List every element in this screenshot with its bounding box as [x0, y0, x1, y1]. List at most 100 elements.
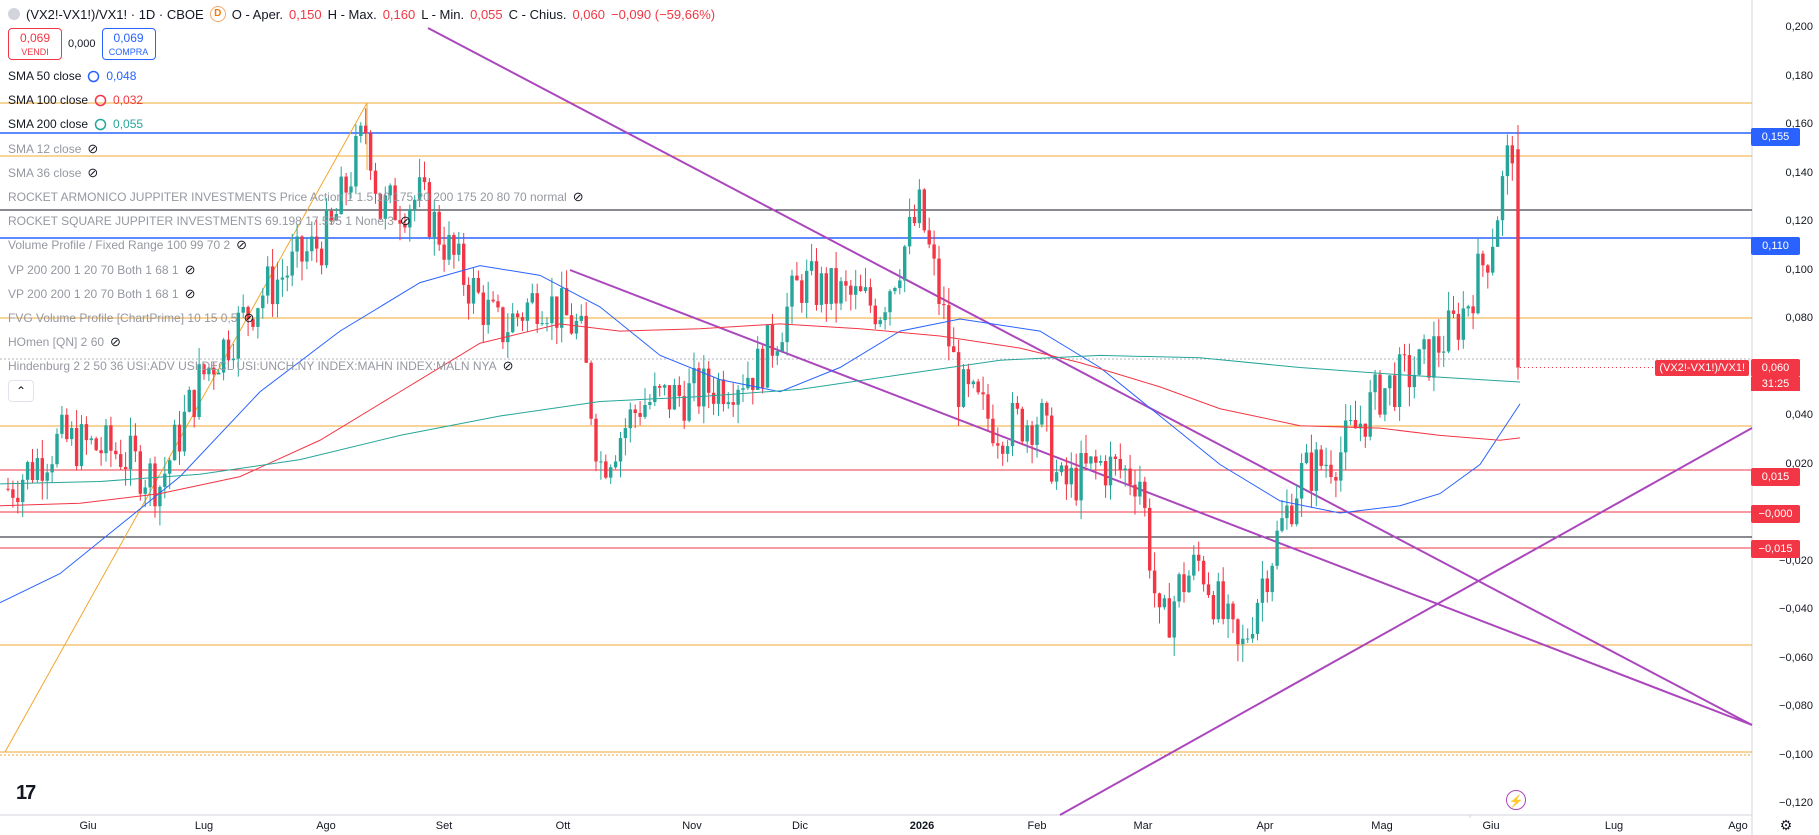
indicator-name: FVG Volume Profile [ChartPrime] 10 15 0,… [8, 310, 238, 325]
candle-body [1059, 465, 1064, 473]
sma-200-line [0, 354, 1521, 485]
collapse-legend-button[interactable]: ⌃ [8, 380, 34, 403]
indicator-row[interactable]: VP 200 200 1 20 70 Both 1 68 1 ⊘ [8, 282, 715, 306]
candle-body [123, 466, 128, 470]
candle-body [1221, 581, 1225, 620]
candle-body [491, 299, 495, 302]
eye-crossed-icon[interactable]: ⊘ [572, 189, 584, 205]
candle-body [1368, 392, 1372, 437]
candle-body [677, 384, 681, 397]
sell-label: VENDI [21, 47, 49, 57]
lightning-icon[interactable]: ⚡ [1506, 790, 1526, 810]
candle-body [246, 306, 250, 320]
candle-body [452, 235, 456, 255]
indicator-row[interactable]: ROCKET SQUARE JUPPITER INVESTMENTS 69.19… [8, 209, 715, 233]
indicator-row[interactable]: SMA 100 close 0,032 [8, 88, 715, 112]
close-value: 0,060 [572, 6, 605, 22]
candle-body [1299, 463, 1304, 499]
eye-crossed-icon[interactable]: ⊘ [502, 358, 514, 374]
candle-body [290, 251, 294, 276]
candle-body [868, 287, 873, 306]
candle-body [947, 305, 951, 347]
candle-body [378, 193, 383, 219]
candle-body [599, 461, 603, 463]
price-level-tag[interactable]: 0,110 [1751, 237, 1800, 256]
candle-body [893, 287, 897, 292]
indicator-name: Hindenburg 2 2 50 36 USI:ADV USI:DECL US… [8, 359, 497, 374]
change-value: −0,090 (−59,66%) [611, 6, 716, 22]
candle-body [520, 317, 525, 321]
indicator-row[interactable]: SMA 12 close ⊘ [8, 137, 715, 161]
eye-crossed-icon[interactable]: ⊘ [184, 261, 196, 277]
gear-icon[interactable]: ⚙ [1779, 817, 1793, 833]
candle-body [1339, 452, 1343, 481]
eye-crossed-icon[interactable]: ⊘ [399, 213, 411, 229]
tradingview-logo-icon[interactable]: 17 [16, 782, 36, 804]
candle-body [618, 438, 623, 462]
indicator-row[interactable]: SMA 200 close 0,055 [8, 112, 715, 136]
candle-body [1437, 336, 1441, 353]
refresh-icon[interactable] [94, 94, 107, 107]
eye-crossed-icon[interactable]: ⊘ [236, 237, 248, 253]
price-tick-label: −0,100 [1779, 748, 1813, 761]
candle-body [569, 315, 574, 334]
candle-body [1285, 505, 1289, 519]
chart-legend: (VX2!-VX1!)/VX1! · 1D · CBOE D O - Aper.… [8, 6, 716, 403]
indicator-row[interactable]: VP 200 200 1 20 70 Both 1 68 1 ⊘ [8, 258, 715, 282]
indicator-row[interactable]: Hindenburg 2 2 50 36 USI:ADV USI:DECL US… [8, 354, 715, 378]
eye-crossed-icon[interactable]: ⊘ [184, 285, 196, 301]
indicator-row[interactable]: ROCKET ARMONICO JUPPITER INVESTMENTS Pri… [8, 185, 715, 209]
candle-body [354, 135, 358, 187]
sell-button[interactable]: 0,069 VENDI [8, 28, 62, 60]
candle-body [780, 342, 784, 352]
candle-body [1432, 336, 1436, 378]
symbol-title[interactable]: (VX2!-VX1!)/VX1! · 1D · CBOE [26, 6, 204, 22]
candle-body [1324, 464, 1328, 466]
price-level-tag[interactable]: −0,000 [1751, 505, 1800, 524]
data-source-badge[interactable]: D [209, 6, 226, 22]
candle-body [383, 195, 387, 219]
eye-crossed-icon[interactable]: ⊘ [243, 309, 255, 325]
candle-body [1201, 560, 1206, 585]
time-tick-label: Lug [1604, 820, 1624, 832]
refresh-icon[interactable] [94, 118, 107, 131]
eye-crossed-icon[interactable]: ⊘ [87, 164, 99, 180]
price-level-tag[interactable]: 0,155 [1751, 128, 1800, 147]
buy-button[interactable]: 0,069 COMPRA [101, 28, 156, 60]
price-tick-label: 0,020 [1785, 457, 1813, 470]
refresh-icon[interactable] [87, 70, 100, 83]
eye-crossed-icon[interactable]: ⊘ [110, 334, 121, 350]
indicator-row[interactable]: SMA 36 close ⊘ [8, 161, 715, 185]
candle-body [432, 211, 436, 237]
indicator-list: SMA 50 close 0,048 SMA 100 close 0,032 SMA 2… [8, 64, 715, 378]
candle-body [368, 133, 373, 171]
high-value: 0,160 [382, 6, 416, 22]
price-level-tag[interactable]: −0,015 [1751, 540, 1800, 559]
last-price-tag[interactable]: 0,060 [1751, 358, 1800, 377]
candle-body [1358, 423, 1363, 429]
indicator-row[interactable]: Volume Profile / Fixed Range 100 99 70 2… [8, 233, 715, 257]
candle-body [471, 277, 476, 304]
candle-body [756, 348, 760, 390]
candle-body [907, 216, 912, 247]
candle-body [858, 286, 863, 292]
candle-body [1491, 246, 1495, 273]
indicator-row[interactable]: FVG Volume Profile [ChartPrime] 10 15 0,… [8, 306, 715, 330]
candle-body [956, 352, 961, 407]
eye-crossed-icon[interactable]: ⊘ [87, 140, 99, 156]
candle-body [295, 236, 299, 252]
indicator-row[interactable]: HOmen [QN] 2 60 ⊘ [8, 330, 715, 354]
candle-body [486, 299, 490, 325]
candle-body [182, 411, 187, 452]
candle-body [854, 286, 858, 295]
candle-body [1446, 310, 1451, 352]
candle-body [6, 488, 10, 490]
price-level-tag[interactable]: 0,015 [1751, 467, 1800, 486]
price-tick-label: 0,140 [1785, 166, 1813, 179]
last-price-symbol-tag[interactable]: (VX2!-VX1!)/VX1! [1655, 359, 1749, 376]
candle-body [251, 319, 255, 327]
indicator-row[interactable]: SMA 50 close 0,048 [8, 64, 715, 88]
candle-body [726, 402, 730, 405]
candle-body [55, 433, 59, 465]
